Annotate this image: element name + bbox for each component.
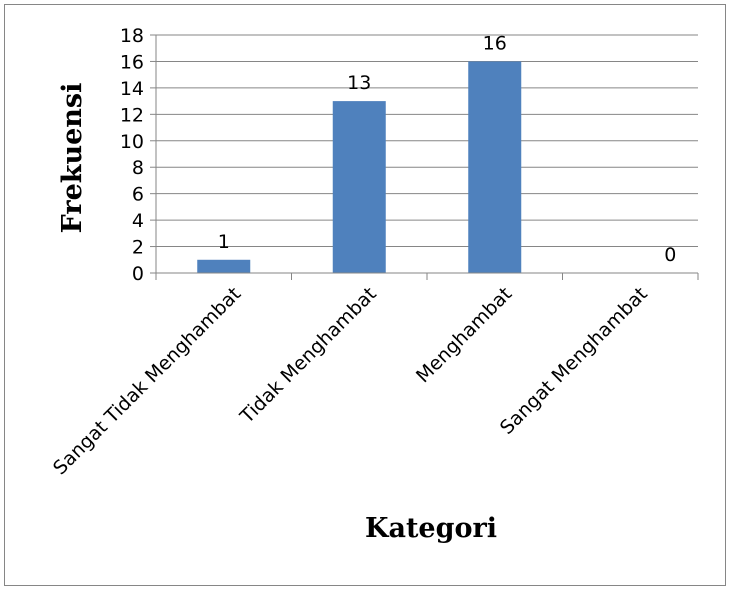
x-axis-title: Kategori	[365, 513, 497, 544]
category-label: Tidak Menghambat	[235, 283, 380, 428]
bar	[197, 259, 251, 273]
bars	[197, 61, 522, 273]
data-label: 0	[664, 244, 676, 266]
category-label: Sangat Tidak Menghambat	[49, 283, 245, 479]
gridlines	[156, 34, 698, 248]
y-tick-label: 4	[132, 210, 144, 232]
y-tick-label: 16	[120, 51, 144, 73]
data-label: 1	[218, 231, 230, 253]
y-tick-label: 6	[132, 184, 144, 206]
chart-area: 0 2 4 6 8 10 12 14 16 18 1 Sangat Tidak Menghambat 1…	[4, 4, 726, 586]
bar	[468, 61, 522, 273]
y-tick-label: 10	[120, 131, 144, 153]
y-tick-label: 14	[120, 78, 144, 100]
y-tick-label: 8	[132, 157, 144, 179]
y-tick-label: 12	[120, 104, 144, 126]
y-tick-label: 18	[120, 25, 144, 47]
bar-chart: 0 2 4 6 8 10 12 14 16 18 1 Sangat Tidak Menghambat 1…	[49, 25, 699, 544]
axes	[150, 34, 699, 280]
category-label: Menghambat	[412, 283, 516, 387]
category-label: Sangat Menghambat	[496, 283, 652, 439]
data-label: 13	[347, 72, 371, 94]
data-label: 16	[483, 32, 507, 54]
y-tick-label: 2	[132, 237, 144, 259]
y-axis-title: Frekuensi	[57, 83, 88, 234]
bar	[332, 101, 386, 273]
y-tick-label: 0	[132, 263, 144, 285]
